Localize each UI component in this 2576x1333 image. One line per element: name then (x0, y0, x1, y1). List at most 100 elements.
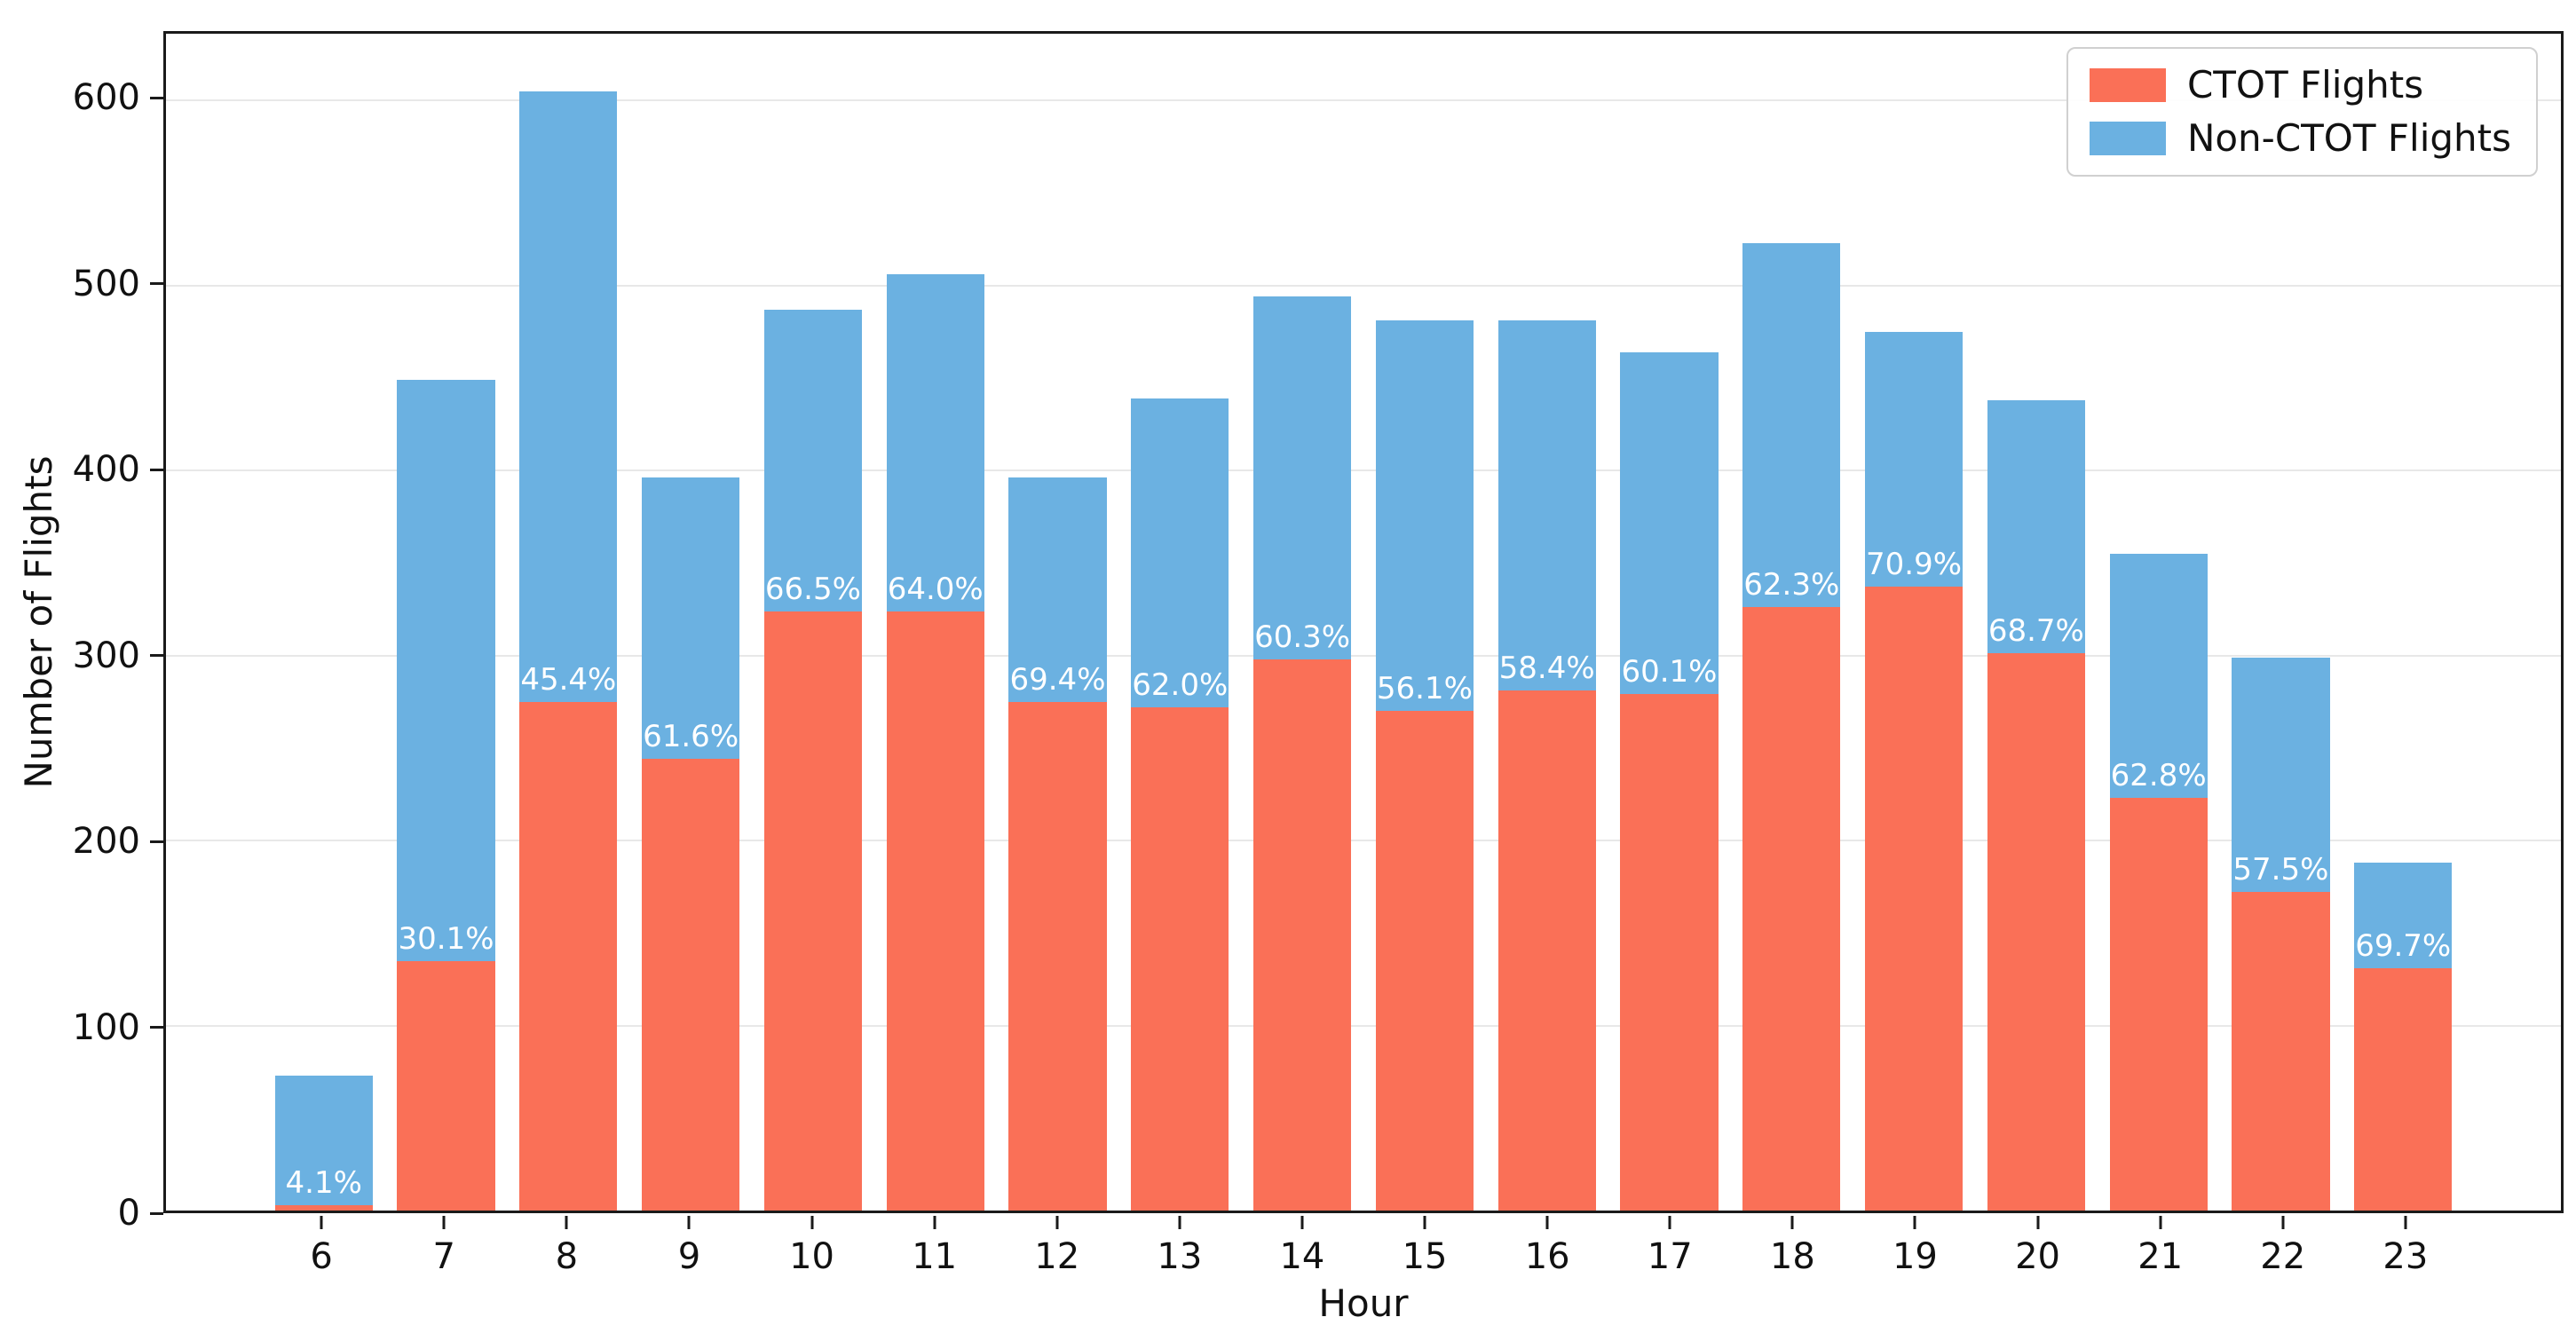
bar-hour-14: 60.3% (1252, 34, 1352, 1211)
y-tick-mark-100 (150, 1026, 163, 1029)
x-tick-label-16: 16 (1524, 1236, 1570, 1277)
x-tick-mark-15 (1423, 1216, 1426, 1229)
bar-segment-ctot-hour-8 (519, 701, 618, 1211)
bar-hour-11: 64.0% (886, 34, 984, 1211)
bar-hour-9: 61.6% (642, 34, 740, 1211)
x-tick-mark-22 (2281, 1216, 2285, 1229)
bar-segment-nonctot-hour-16 (1497, 320, 1596, 691)
x-tick-mark-20 (2036, 1216, 2040, 1229)
x-tick-mark-11 (933, 1216, 936, 1229)
bar-segment-nonctot-hour-14 (1252, 296, 1352, 659)
x-tick-mark-23 (2404, 1216, 2407, 1229)
bar-hour-19: 70.9% (1864, 34, 1964, 1211)
y-tick-mark-200 (150, 840, 163, 843)
bar-hour-10: 66.5% (763, 34, 863, 1211)
x-tick-label-19: 19 (1892, 1236, 1938, 1277)
x-tick-label-6: 6 (310, 1236, 333, 1277)
bar-segment-ctot-hour-18 (1742, 607, 1841, 1211)
bar-hour-13: 62.0% (1131, 34, 1229, 1211)
y-tick-mark-500 (150, 282, 163, 286)
bar-segment-nonctot-hour-22 (2232, 657, 2330, 893)
x-tick-label-20: 20 (2015, 1236, 2060, 1277)
x-tick-mark-6 (320, 1216, 323, 1229)
x-tick-label-12: 12 (1034, 1236, 1080, 1277)
bar-hour-18: 62.3% (1742, 34, 1841, 1211)
x-tick-label-13: 13 (1157, 1236, 1203, 1277)
x-tick-mark-14 (1300, 1216, 1304, 1229)
bar-segment-ctot-hour-23 (2354, 967, 2453, 1211)
bar-hour-15: 56.1% (1375, 34, 1474, 1211)
x-tick-label-14: 14 (1279, 1236, 1325, 1277)
y-tick-label-300: 300 (72, 635, 140, 676)
bar-segment-ctot-hour-6 (274, 1204, 373, 1211)
bar-hour-23: 69.7% (2354, 34, 2453, 1211)
x-tick-label-10: 10 (789, 1236, 834, 1277)
x-tick-label-23: 23 (2382, 1236, 2429, 1277)
x-axis-title: Hour (1318, 1282, 1409, 1325)
bar-segment-nonctot-hour-6 (274, 1075, 373, 1205)
x-tick-label-17: 17 (1647, 1236, 1693, 1277)
gridline-y-600 (166, 99, 2561, 102)
bar-segment-ctot-hour-7 (397, 960, 495, 1211)
bar-segment-nonctot-hour-10 (763, 309, 863, 611)
x-tick-mark-7 (442, 1216, 446, 1229)
legend-swatch-nonctot-icon (2089, 122, 2166, 155)
legend-item-nonctot: Non-CTOT Flights (2089, 117, 2511, 160)
y-axis-title: Number of Flights (17, 455, 60, 789)
bar-segment-nonctot-hour-12 (1008, 477, 1107, 702)
bar-segment-ctot-hour-16 (1497, 690, 1596, 1211)
y-tick-label-400: 400 (72, 449, 140, 491)
legend-swatch-ctot-icon (2089, 68, 2166, 102)
x-tick-mark-8 (565, 1216, 568, 1229)
bar-segment-nonctot-hour-21 (2109, 553, 2208, 799)
bar-segment-ctot-hour-21 (2109, 798, 2208, 1211)
bar-hour-7: 30.1% (397, 34, 495, 1211)
x-tick-label-22: 22 (2260, 1236, 2306, 1277)
legend-box: CTOT Flights Non-CTOT Flights (2066, 47, 2538, 177)
x-tick-label-18: 18 (1769, 1236, 1815, 1277)
bar-segment-nonctot-hour-8 (519, 91, 618, 702)
x-tick-mark-19 (1913, 1216, 1916, 1229)
x-tick-mark-13 (1178, 1216, 1181, 1229)
y-tick-label-200: 200 (72, 821, 140, 863)
bar-hour-22: 57.5% (2232, 34, 2330, 1211)
gridline-y-200 (166, 840, 2561, 842)
x-tick-mark-18 (1790, 1216, 1794, 1229)
bar-segment-nonctot-hour-9 (642, 477, 740, 760)
bar-hour-16: 58.4% (1497, 34, 1596, 1211)
bar-hour-8: 45.4% (519, 34, 618, 1211)
x-tick-mark-21 (2159, 1216, 2162, 1229)
bar-segment-nonctot-hour-13 (1131, 398, 1229, 707)
bar-hour-12: 69.4% (1008, 34, 1107, 1211)
y-tick-label-100: 100 (72, 1006, 140, 1048)
legend-label-ctot: CTOT Flights (2186, 63, 2424, 106)
bar-segment-nonctot-hour-19 (1864, 331, 1964, 588)
x-tick-mark-10 (810, 1216, 814, 1229)
bar-hour-20: 68.7% (1987, 34, 2085, 1211)
x-tick-label-9: 9 (677, 1236, 701, 1277)
y-tick-mark-400 (150, 468, 163, 471)
x-tick-mark-17 (1668, 1216, 1671, 1229)
x-tick-label-7: 7 (432, 1236, 455, 1277)
y-tick-label-600: 600 (72, 77, 140, 119)
gridline-y-300 (166, 654, 2561, 657)
bar-segment-ctot-hour-14 (1252, 659, 1352, 1211)
bar-segment-nonctot-hour-18 (1742, 242, 1841, 608)
x-tick-label-11: 11 (912, 1236, 958, 1277)
plot-area: 4.1% 30.1% 45.4% 61.6% 66.5% 64.0% 69.4% 62.0% 6… (163, 31, 2564, 1213)
legend-item-ctot: CTOT Flights (2089, 63, 2511, 106)
y-tick-mark-0 (150, 1211, 163, 1215)
bar-segment-ctot-hour-10 (763, 611, 863, 1211)
x-tick-mark-9 (687, 1216, 691, 1229)
bar-segment-nonctot-hour-15 (1375, 320, 1474, 712)
x-tick-label-15: 15 (1402, 1236, 1448, 1277)
bar-segment-ctot-hour-20 (1987, 653, 2085, 1211)
bar-hour-17: 60.1% (1620, 34, 1719, 1211)
bar-segment-nonctot-hour-23 (2354, 863, 2453, 968)
bar-segment-nonctot-hour-11 (886, 274, 984, 611)
bar-segment-ctot-hour-22 (2232, 892, 2330, 1211)
gridline-y-100 (166, 1024, 2561, 1027)
bar-segment-ctot-hour-19 (1864, 587, 1964, 1211)
bar-segment-ctot-hour-15 (1375, 711, 1474, 1211)
bar-segment-nonctot-hour-7 (397, 379, 495, 961)
